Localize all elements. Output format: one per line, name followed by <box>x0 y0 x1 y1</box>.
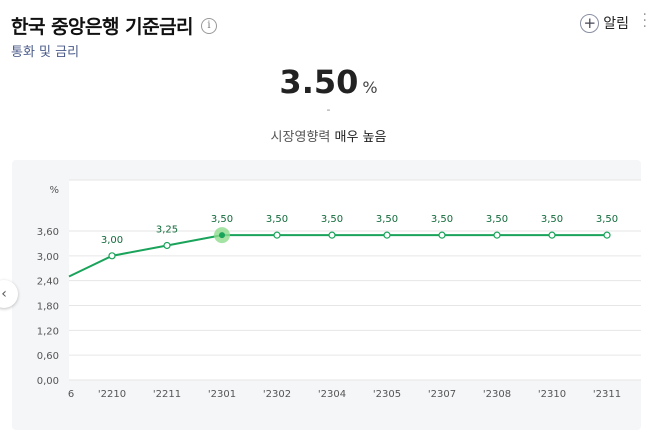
category-link[interactable]: 통화 및 금리 <box>11 45 80 60</box>
y-tick-label: 0,00 <box>37 376 59 387</box>
x-tick-label: '2302 <box>263 389 291 400</box>
page-title: 한국 중앙은행 기준금리 <box>11 16 194 38</box>
plot-background <box>69 180 641 380</box>
x-tick-label: '2311 <box>593 389 621 400</box>
impact-value: 매우 높음 <box>334 130 387 145</box>
y-tick-label: 0,60 <box>37 351 59 362</box>
y-tick-label: 3,00 <box>37 252 59 263</box>
data-point[interactable] <box>219 232 225 239</box>
y-ticks: 0,00 0,60 1,20 1,80 2,40 3,00 3,60 <box>37 227 59 387</box>
data-point[interactable] <box>493 231 501 239</box>
data-point[interactable] <box>328 231 336 239</box>
data-point[interactable] <box>548 231 556 239</box>
title-row: 한국 중앙은행 기준금리 i <box>11 12 218 39</box>
x-tick-label: '2210 <box>98 389 126 400</box>
data-label: 3,25 <box>156 224 178 235</box>
y-tick-label: 3,60 <box>37 227 59 238</box>
info-icon[interactable]: i <box>201 17 218 34</box>
x-tick-label: '2305 <box>373 389 401 400</box>
data-point[interactable] <box>163 241 171 250</box>
x-tick-label: 6 <box>68 389 74 400</box>
y-tick-label: 1,80 <box>37 302 59 313</box>
data-label: 3,50 <box>266 214 288 225</box>
data-label: 3,50 <box>541 214 563 225</box>
data-label: 3,50 <box>596 214 618 225</box>
rate-number: 3.50 <box>279 63 359 101</box>
rate-value: 3.50% <box>0 63 657 101</box>
x-tick-label: '2310 <box>538 389 566 400</box>
y-unit-label: % <box>49 185 59 196</box>
x-tick-label: '2304 <box>318 389 346 400</box>
data-point[interactable] <box>273 231 281 239</box>
grid <box>69 179 641 381</box>
rate-change: - <box>326 103 331 116</box>
data-point[interactable] <box>438 231 446 239</box>
chart-area: % 0,00 0,60 1,20 1,80 2,40 3,00 3,60 6 '2210 '22… <box>12 160 641 430</box>
data-label: 3,50 <box>211 214 233 225</box>
plus-icon: + <box>580 13 600 33</box>
x-tick-label: '2308 <box>483 389 511 400</box>
data-point[interactable] <box>108 252 116 260</box>
x-tick-label: '2301 <box>208 389 236 400</box>
y-tick-label: 1,20 <box>37 326 59 337</box>
data-point[interactable] <box>383 231 391 239</box>
data-label: 3,50 <box>431 214 453 225</box>
impact-label: 시장영향력 <box>270 130 331 145</box>
alert-label: 알림 <box>603 16 629 32</box>
data-labels: 3,00 3,25 3,50 3,50 3,50 3,50 3,50 3,50 3,50 3,50 <box>101 214 618 246</box>
data-points <box>108 227 611 260</box>
scroll-left-button[interactable]: ‹ <box>0 280 18 308</box>
alert-button[interactable]: + 알림 <box>580 13 629 33</box>
x-ticks: 6 '2210 '2211 '2301 '2302 '2304 '2305 '2307 '230… <box>68 389 621 400</box>
more-options-icon[interactable]: · · · <box>642 7 647 35</box>
data-label: 3,50 <box>321 214 343 225</box>
y-tick-label: 2,40 <box>37 277 59 288</box>
market-impact: 시장영향력 매우 높음 <box>0 126 657 145</box>
rate-unit: % <box>362 78 378 97</box>
data-point[interactable] <box>603 231 611 239</box>
header: 한국 중앙은행 기준금리 i 통화 및 금리 + 알림 · · · <box>0 0 657 70</box>
data-label: 3,00 <box>101 235 123 246</box>
x-tick-label: '2307 <box>428 389 456 400</box>
data-label: 3,50 <box>376 214 398 225</box>
data-label: 3,50 <box>486 214 508 225</box>
rate-chart: % 0,00 0,60 1,20 1,80 2,40 3,00 3,60 6 '2210 '22… <box>37 179 641 400</box>
x-tick-label: '2211 <box>153 389 181 400</box>
